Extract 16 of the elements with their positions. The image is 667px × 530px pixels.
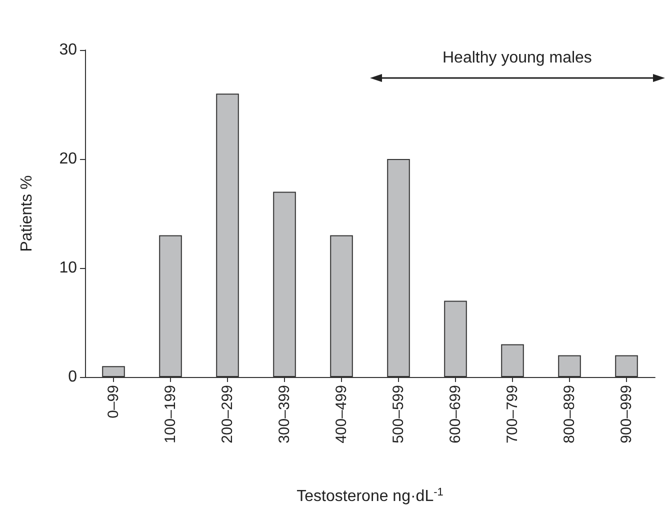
x-tick-label: 200–299 xyxy=(219,385,236,444)
x-tick-label: 500–599 xyxy=(390,385,407,444)
x-tick-label: 400–499 xyxy=(333,385,350,444)
x-tick-label: 100–199 xyxy=(162,385,179,444)
annotation: Healthy young males xyxy=(442,50,592,66)
x-tick-label: 300–399 xyxy=(276,385,293,444)
x-tick-label: 600–699 xyxy=(447,385,464,444)
x-tick-label: 0–99 xyxy=(105,385,122,418)
x-tick-label: 800–899 xyxy=(561,385,578,444)
y-tick-label: 10 xyxy=(59,260,78,276)
y-tick-label: 30 xyxy=(59,42,78,58)
x-tick-label: 700–799 xyxy=(504,385,521,444)
y-tick-label: 0 xyxy=(68,368,78,386)
x-tick-label: 900–999 xyxy=(618,385,635,444)
y-axis-title: Patients % xyxy=(18,175,36,252)
y-tick-label: 20 xyxy=(59,150,78,168)
